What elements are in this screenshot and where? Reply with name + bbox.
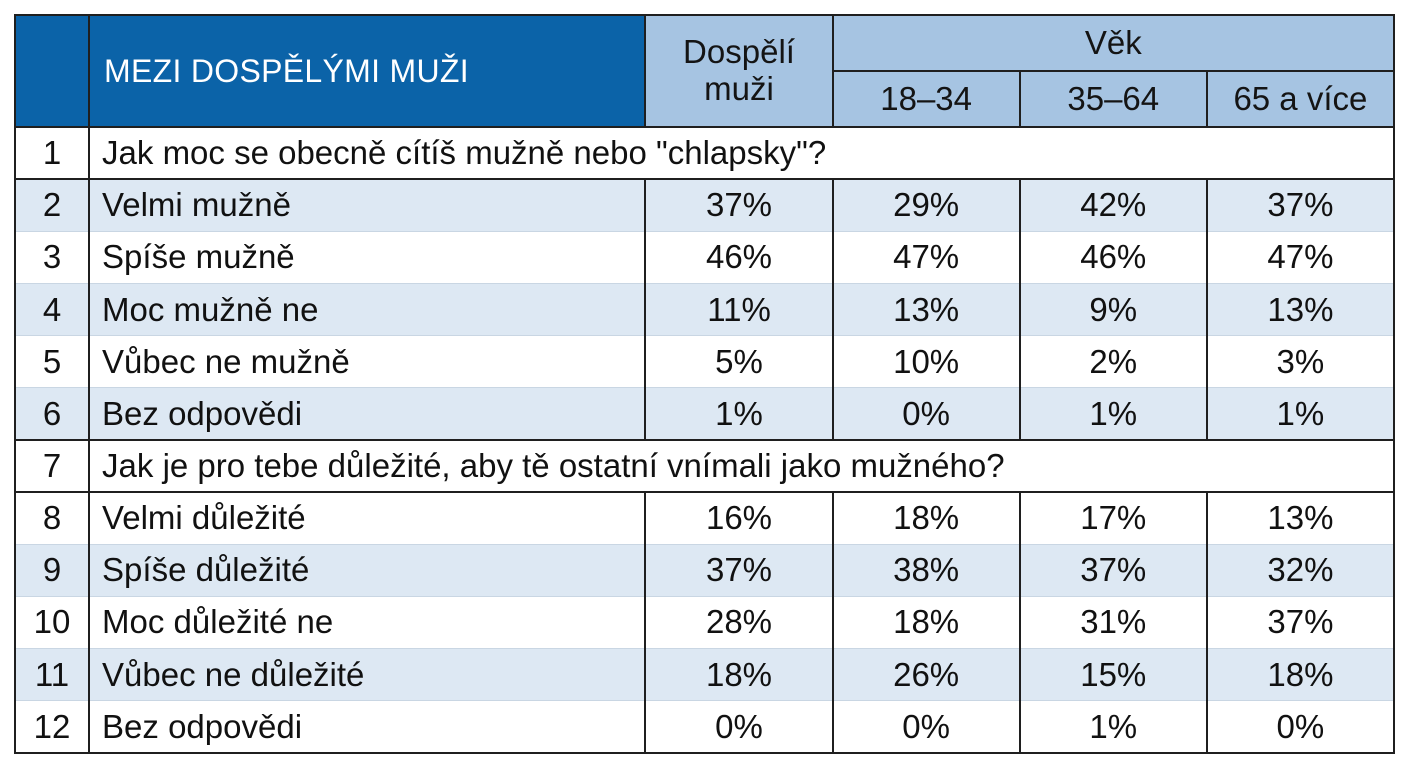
value-cell: 18% bbox=[831, 491, 1021, 545]
answer-label: Spíše mužně bbox=[88, 230, 647, 284]
value-cell: 26% bbox=[831, 648, 1021, 702]
value-cell: 2% bbox=[1018, 335, 1208, 389]
row-number: 5 bbox=[13, 335, 91, 389]
age-band-header: 18–34 bbox=[831, 70, 1021, 128]
adults-column-label: Dospělí muži bbox=[683, 33, 795, 107]
table-row: 6 Bez odpovědi 1% 0% 1% 1% bbox=[13, 387, 1396, 441]
answer-label: Vůbec ne mužně bbox=[88, 335, 647, 389]
answer-label: Moc důležité ne bbox=[88, 595, 647, 650]
age-group-header: Věk bbox=[831, 14, 1396, 72]
row-number: 8 bbox=[13, 491, 91, 545]
value-cell: 15% bbox=[1018, 648, 1208, 702]
value-cell: 38% bbox=[831, 543, 1021, 597]
row-number: 10 bbox=[13, 595, 91, 650]
row-number: 2 bbox=[13, 178, 91, 232]
value-cell: 1% bbox=[1018, 700, 1208, 755]
value-cell: 46% bbox=[1018, 230, 1208, 284]
value-cell: 1% bbox=[644, 387, 834, 441]
age-band-header: 35–64 bbox=[1018, 70, 1208, 128]
value-cell: 10% bbox=[831, 335, 1021, 389]
answer-label: Moc mužně ne bbox=[88, 282, 647, 337]
table-row: 11 Vůbec ne důležité 18% 26% 15% 18% bbox=[13, 648, 1396, 702]
question-text: Jak je pro tebe důležité, aby tě ostatní… bbox=[88, 438, 1395, 494]
row-number: 11 bbox=[13, 648, 91, 702]
value-cell: 0% bbox=[831, 700, 1021, 755]
question-row: 7 Jak je pro tebe důležité, aby tě ostat… bbox=[13, 438, 1395, 494]
value-cell: 47% bbox=[1205, 230, 1396, 284]
value-cell: 13% bbox=[831, 282, 1021, 337]
value-cell: 31% bbox=[1018, 595, 1208, 650]
answer-label: Vůbec ne důležité bbox=[88, 648, 647, 702]
value-cell: 37% bbox=[1205, 595, 1396, 650]
value-cell: 1% bbox=[1018, 387, 1208, 441]
row-number: 6 bbox=[13, 387, 91, 441]
value-cell: 32% bbox=[1205, 543, 1396, 597]
row-number: 7 bbox=[13, 438, 91, 494]
value-cell: 42% bbox=[1018, 178, 1208, 232]
table-row: 3 Spíše mužně 46% 47% 46% 47% bbox=[13, 230, 1396, 284]
survey-table: MEZI DOSPĚLÝMI MUŽI Dospělí muži Věk 18–… bbox=[13, 14, 1396, 755]
value-cell: 17% bbox=[1018, 491, 1208, 545]
value-cell: 47% bbox=[831, 230, 1021, 284]
row-number: 1 bbox=[13, 125, 91, 181]
value-cell: 28% bbox=[644, 595, 834, 650]
value-cell: 13% bbox=[1205, 282, 1396, 337]
value-cell: 11% bbox=[644, 282, 834, 337]
value-cell: 3% bbox=[1205, 335, 1396, 389]
row-number: 12 bbox=[13, 700, 91, 755]
row-number: 3 bbox=[13, 230, 91, 284]
table-row: 5 Vůbec ne mužně 5% 10% 2% 3% bbox=[13, 335, 1396, 389]
value-cell: 0% bbox=[1205, 700, 1396, 755]
value-cell: 1% bbox=[1205, 387, 1396, 441]
answer-label: Bez odpovědi bbox=[88, 700, 647, 755]
table-title: MEZI DOSPĚLÝMI MUŽI bbox=[88, 14, 647, 128]
table-row: 12 Bez odpovědi 0% 0% 1% 0% bbox=[13, 700, 1396, 755]
value-cell: 37% bbox=[1205, 178, 1396, 232]
table-row: 9 Spíše důležité 37% 38% 37% 32% bbox=[13, 543, 1396, 597]
value-cell: 18% bbox=[1205, 648, 1396, 702]
value-cell: 37% bbox=[644, 178, 834, 232]
value-cell: 18% bbox=[644, 648, 834, 702]
table-row: 8 Velmi důležité 16% 18% 17% 13% bbox=[13, 491, 1396, 545]
value-cell: 16% bbox=[644, 491, 834, 545]
value-cell: 37% bbox=[644, 543, 834, 597]
answer-label: Velmi mužně bbox=[88, 178, 647, 232]
value-cell: 37% bbox=[1018, 543, 1208, 597]
value-cell: 9% bbox=[1018, 282, 1208, 337]
table-row: 4 Moc mužně ne 11% 13% 9% 13% bbox=[13, 282, 1396, 337]
age-band-header: 65 a více bbox=[1205, 70, 1396, 128]
value-cell: 5% bbox=[644, 335, 834, 389]
table-row: 10 Moc důležité ne 28% 18% 31% 37% bbox=[13, 595, 1396, 650]
value-cell: 0% bbox=[644, 700, 834, 755]
row-number: 4 bbox=[13, 282, 91, 337]
value-cell: 18% bbox=[831, 595, 1021, 650]
row-number-header bbox=[13, 14, 91, 128]
answer-label: Spíše důležité bbox=[88, 543, 647, 597]
value-cell: 0% bbox=[831, 387, 1021, 441]
answer-label: Bez odpovědi bbox=[88, 387, 647, 441]
question-text: Jak moc se obecně cítíš mužně nebo "chla… bbox=[88, 125, 1395, 181]
table-row: 2 Velmi mužně 37% 29% 42% 37% bbox=[13, 178, 1396, 232]
row-number: 9 bbox=[13, 543, 91, 597]
value-cell: 13% bbox=[1205, 491, 1396, 545]
answer-label: Velmi důležité bbox=[88, 491, 647, 545]
value-cell: 46% bbox=[644, 230, 834, 284]
value-cell: 29% bbox=[831, 178, 1021, 232]
adults-column-header: Dospělí muži bbox=[644, 14, 834, 128]
question-row: 1 Jak moc se obecně cítíš mužně nebo "ch… bbox=[13, 125, 1395, 181]
